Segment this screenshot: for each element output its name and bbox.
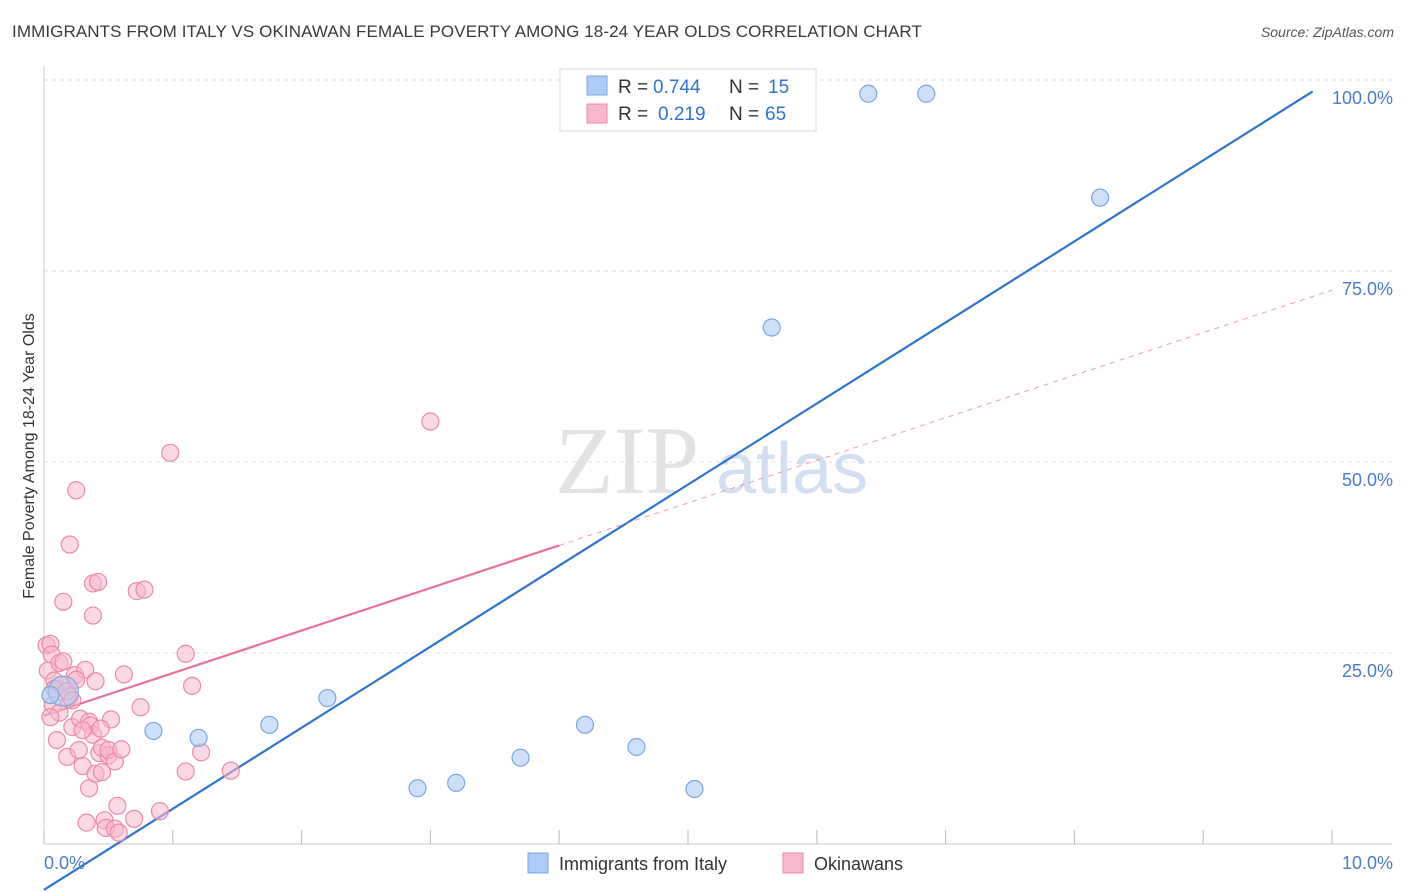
data-point-italy (447, 773, 466, 792)
trend-lines (43, 90, 1333, 891)
data-point-okinawa (47, 730, 66, 750)
legend-bottom-italy-swatch (527, 852, 549, 874)
legend-bottom-italy-label: Immigrants from Italy (559, 854, 727, 874)
data-point-italy (575, 715, 595, 734)
data-point-okinawa (54, 652, 73, 671)
data-point-italy (408, 779, 427, 798)
data-point-okinawa (161, 443, 180, 462)
data-point-okinawa (135, 580, 154, 599)
x-tick-label: 10.0% (1342, 853, 1393, 873)
stats-legend: R = 0.744 N = 15 R = 0.219 N = 65 (559, 68, 817, 132)
tick-labels: 25.0% 50.0% 75.0% 100.0% 0.0% 10.0% (44, 88, 1393, 873)
data-point-okinawa (150, 802, 170, 821)
data-point-okinawa (91, 719, 110, 738)
watermark-atlas: atlas (716, 429, 868, 509)
chart-title: IMMIGRANTS FROM ITALY VS OKINAWAN FEMALE… (12, 22, 922, 41)
data-point-okinawa (109, 823, 128, 842)
legend-bottom-okinawa-label: Okinawans (814, 854, 903, 874)
data-point-okinawa (131, 698, 150, 717)
watermark-zip: ZIP (555, 407, 699, 514)
legend-italy-n-value: 15 (768, 77, 789, 98)
gridlines (44, 79, 1392, 654)
legend-okinawa-n-value: 65 (765, 104, 786, 125)
series-legend: Immigrants from Italy Okinawans (527, 852, 903, 874)
data-point-okinawa (88, 572, 108, 592)
data-points (37, 84, 1110, 842)
data-point-italy (859, 84, 878, 103)
data-point-italy (762, 318, 781, 337)
data-point-okinawa (421, 412, 440, 431)
data-point-okinawa (73, 721, 92, 740)
data-point-okinawa (108, 796, 127, 815)
data-point-italy (627, 737, 646, 757)
data-point-okinawa (176, 762, 195, 781)
data-point-okinawa (41, 708, 60, 727)
y-tick-label: 25.0% (1342, 661, 1393, 681)
y-tick-label: 100.0% (1332, 88, 1393, 108)
y-tick-label: 75.0% (1342, 279, 1393, 299)
data-point-italy (260, 715, 279, 734)
legend-okinawa-r-label: R = (618, 104, 653, 125)
data-point-italy (189, 728, 208, 747)
data-point-okinawa (92, 763, 112, 782)
legend-bottom-okinawa-swatch (782, 852, 804, 874)
data-point-okinawa (112, 740, 131, 759)
data-point-okinawa (83, 606, 103, 625)
data-point-italy (1091, 188, 1110, 207)
data-point-okinawa (86, 672, 105, 691)
data-point-italy (511, 748, 530, 767)
data-point-okinawa (67, 670, 86, 689)
data-point-okinawa (67, 481, 86, 500)
data-point-okinawa (77, 813, 96, 832)
data-point-italy (685, 779, 704, 799)
data-point-okinawa (125, 809, 144, 828)
data-point-okinawa (183, 676, 202, 695)
data-point-italy (144, 721, 163, 741)
legend-italy-r-value: 0.744 (653, 77, 701, 98)
data-point-italy (917, 84, 936, 103)
legend-okinawa-r-value: 0.219 (658, 104, 706, 125)
legend-okinawa-n-label: N = (729, 104, 764, 125)
legend-italy-swatch (586, 75, 608, 96)
legend-italy-n-label: N = (729, 77, 764, 98)
data-point-okinawa (69, 740, 88, 760)
y-tick-label: 50.0% (1342, 470, 1393, 490)
legend-italy-r-label: R = (618, 77, 653, 98)
data-point-okinawa (60, 535, 79, 554)
trend-line-okinawa (43, 544, 560, 717)
data-point-okinawa (176, 644, 195, 663)
data-point-italy (318, 688, 337, 708)
data-point-okinawa (63, 691, 82, 710)
data-point-okinawa (114, 665, 133, 684)
trend-line-italy (43, 90, 1314, 891)
x-tick-label: 0.0% (44, 853, 85, 873)
watermark: ZIP atlas (555, 407, 868, 514)
data-point-okinawa (54, 592, 73, 611)
source-label: Source: ZipAtlas.com (1260, 24, 1394, 40)
data-point-italy (41, 685, 60, 705)
legend-okinawa-swatch (586, 103, 608, 124)
y-axis-label: Female Poverty Among 18-24 Year Olds (21, 313, 38, 599)
data-point-okinawa (221, 761, 240, 780)
